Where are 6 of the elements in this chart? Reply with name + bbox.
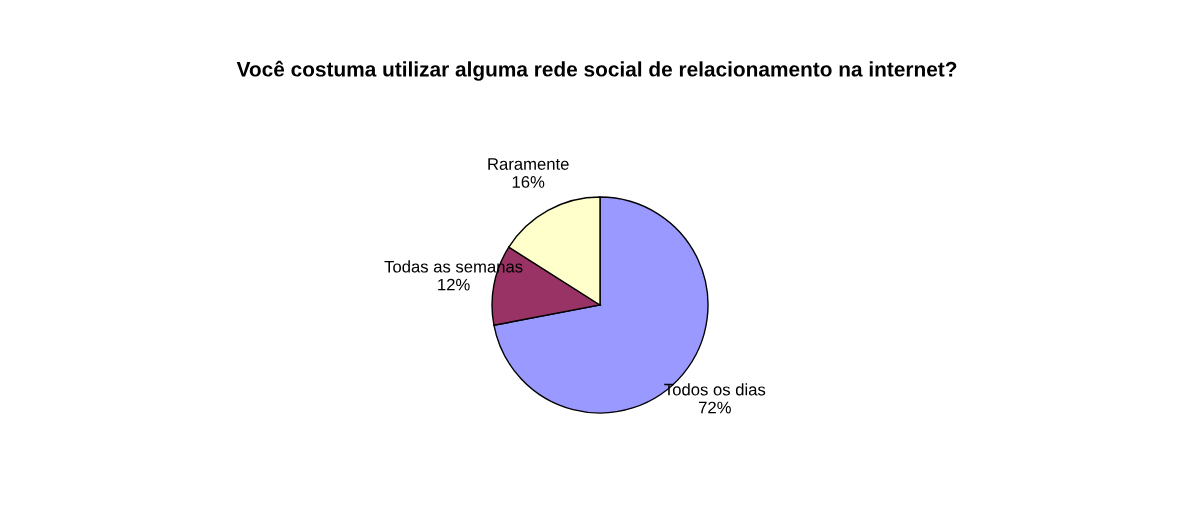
chart-title: Você costuma utilizar alguma rede social de relacionamento na internet? (236, 60, 957, 81)
slice-label: Raramente (488, 158, 569, 170)
data-label: 72% (699, 401, 731, 414)
slice-label: Todos os dias (664, 383, 766, 396)
data-label: 16% (512, 176, 545, 188)
data-label: 12% (438, 278, 470, 291)
